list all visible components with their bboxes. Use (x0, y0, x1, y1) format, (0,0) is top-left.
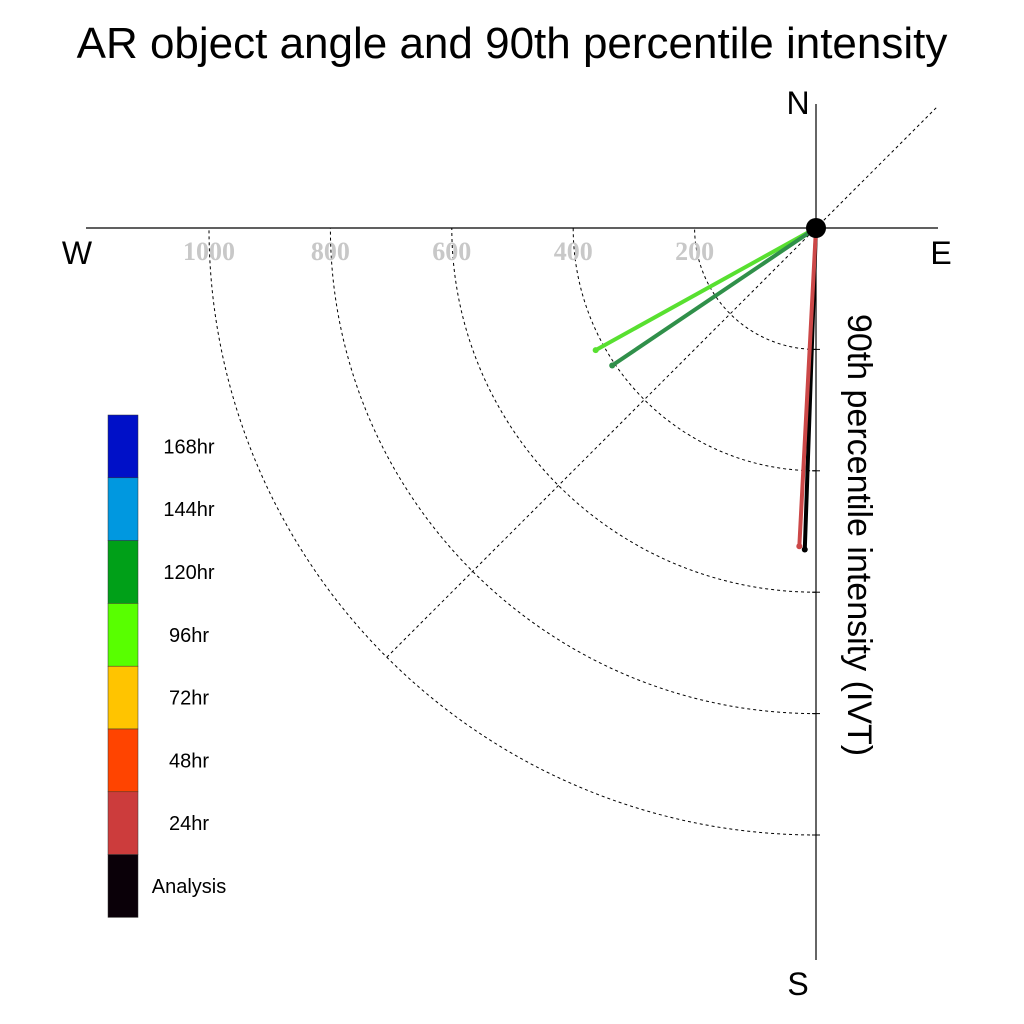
legend-label: 168hr (163, 436, 214, 458)
vector-24hr (797, 226, 818, 549)
vector-96hr (593, 226, 818, 353)
legend-swatch (107, 540, 139, 604)
compass-south: S (787, 966, 808, 1002)
radial-tick-labels: 200 400 600 800 1000 (183, 237, 714, 266)
origin-marker (806, 218, 826, 238)
vector-tip-analysis (801, 546, 808, 553)
legend-label: 48hr (169, 750, 209, 772)
legend-swatch (107, 665, 139, 730)
legend-swatch (107, 414, 139, 479)
legend: 168hr 144hr 120hr 96hr 72hr 48hr 24hr Analysis (107, 414, 226, 918)
legend-swatch (107, 728, 139, 793)
legend-label: 96hr (169, 625, 209, 647)
grid (208, 107, 937, 836)
compass-west: W (62, 235, 93, 271)
tick-label: 600 (432, 237, 471, 266)
grid-arc (572, 227, 817, 472)
legend-label: 24hr (169, 813, 209, 835)
vector-tip-120hr (609, 362, 616, 369)
vector-tip-24hr (796, 543, 803, 550)
legend-swatch (107, 854, 139, 918)
tick-label: 200 (675, 237, 714, 266)
legend-label: Analysis (152, 876, 226, 898)
tick-label: 400 (554, 237, 593, 266)
grid-arc (694, 227, 817, 350)
chart-title: AR object angle and 90th percentile inte… (77, 19, 948, 68)
vector-120hr (610, 226, 818, 368)
vector-tip-96hr (592, 347, 599, 354)
y-axis-label: 90th percentile intensity (IVT) (840, 314, 878, 756)
legend-label: 144hr (163, 499, 214, 521)
compass-east: E (930, 235, 951, 271)
tick-label: 1000 (183, 237, 235, 266)
legend-swatch (107, 603, 139, 667)
tick-label: 800 (311, 237, 350, 266)
legend-swatch (107, 791, 139, 855)
legend-swatch (107, 477, 139, 541)
grid-arc (329, 227, 817, 715)
legend-label: 72hr (169, 688, 209, 710)
grid-arc (451, 227, 817, 593)
compass-north: N (786, 85, 809, 121)
data-vectors (592, 218, 826, 553)
legend-label: 120hr (163, 562, 214, 584)
